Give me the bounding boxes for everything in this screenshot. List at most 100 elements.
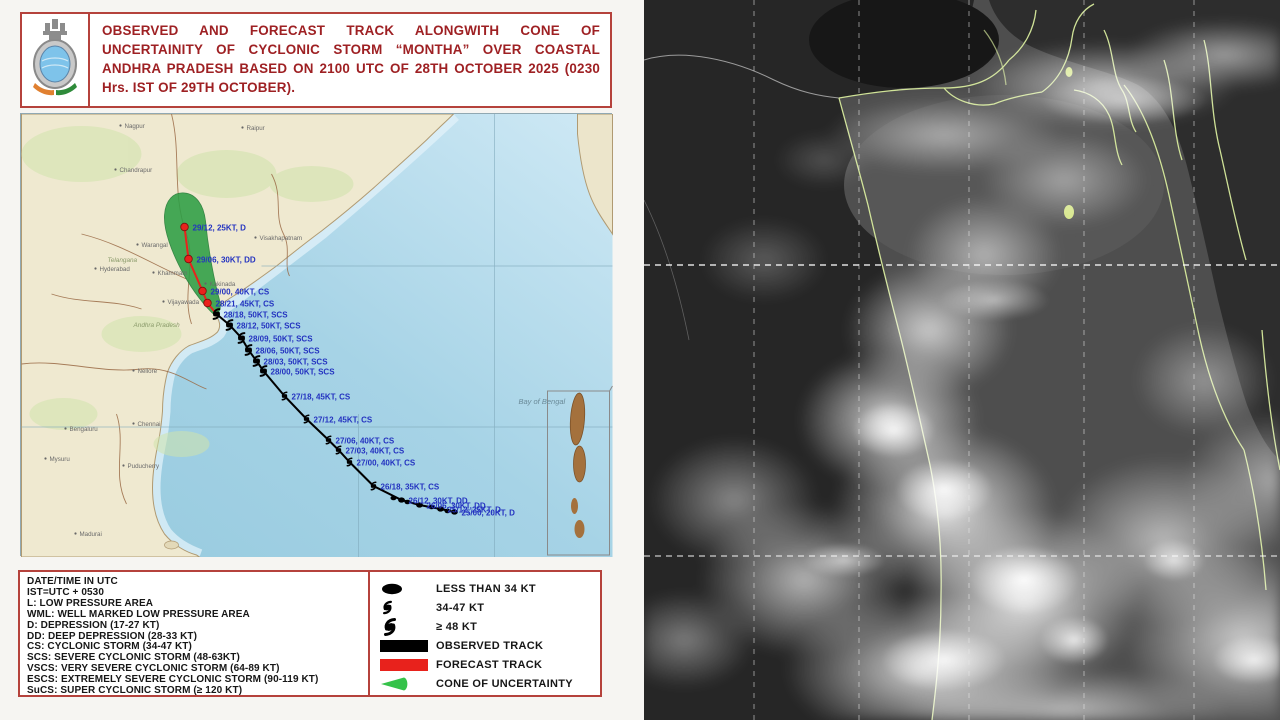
track-label: 29/00, 40KT, CS	[211, 288, 270, 297]
legend-definition: D: DEPRESSION (17-27 KT)	[27, 619, 160, 631]
city-label: Vijayawada	[168, 299, 200, 306]
legend-definition: IST=UTC + 0530	[27, 586, 104, 598]
city-label: Nagpur	[125, 123, 145, 130]
observed-point	[416, 502, 423, 508]
forecast-point	[203, 298, 212, 308]
legend-symbol-row: FORECAST TRACK	[380, 655, 594, 674]
observed-point	[444, 508, 451, 514]
track-label: 25/12, 25KT, D	[448, 506, 502, 515]
city-label: Bengaluru	[70, 426, 99, 433]
track-label: 27/00, 40KT, CS	[357, 459, 416, 468]
forecast-point	[180, 222, 189, 232]
track-label: 27/18, 45KT, CS	[292, 393, 351, 402]
city-label: Puducherry	[128, 463, 161, 470]
cloud-layer-bright	[644, 0, 1280, 720]
track-label: 27/06, 40KT, CS	[336, 437, 395, 446]
legend-symbol-label: OBSERVED TRACK	[436, 639, 544, 652]
city-label: Mysuru	[50, 456, 71, 463]
track-label: 28/09, 50KT, SCS	[249, 335, 314, 344]
observed-point	[398, 497, 405, 503]
track-label: 26/12, 30KT, DD	[409, 497, 468, 506]
track-label: 28/00, 50KT, SCS	[271, 368, 336, 377]
track-label: 26/18, 35KT, CS	[381, 483, 440, 492]
bulletin-title: OBSERVED AND FORECAST TRACK ALONGWITH CO…	[102, 23, 600, 95]
legend-box: DATE/TIME IN UTC IST=UTC + 0530 L: LOW PRE…	[18, 570, 602, 697]
imd-emblem-icon	[33, 19, 77, 96]
track-label: 26/06, 30KT, DD	[427, 502, 486, 511]
legend-symbol-row: 34-47 KT	[380, 598, 594, 617]
legend-symbol-row: OBSERVED TRACK	[380, 636, 594, 655]
legend-definition: CS: CYCLONIC STORM (34-47 KT)	[27, 641, 192, 653]
legend-definition: DD: DEEP DEPRESSION (28-33 KT)	[27, 630, 198, 642]
satellite-image	[644, 0, 1280, 720]
region-label: Telangana	[108, 257, 138, 264]
city-label: Khammam	[158, 270, 188, 277]
satellite-grid	[644, 0, 1280, 720]
track-labels: 28/18, 50KT, SCS 28/12, 50KT, SCS 28/09, 5…	[193, 224, 516, 518]
observed-point	[451, 509, 458, 515]
track-label: 28/03, 50KT, SCS	[264, 358, 329, 367]
track-label: 28/18, 50KT, SCS	[224, 311, 289, 320]
city-label: Warangal	[142, 242, 168, 249]
track-markers	[180, 222, 458, 515]
title-box: OBSERVED AND FORECAST TRACK ALONGWITH CO…	[20, 12, 612, 108]
myanmar-coast	[577, 113, 613, 236]
observed-point	[390, 495, 397, 501]
city-label: Raipur	[247, 125, 265, 132]
legend-symbol-row: CONE OF UNCERTAINTY	[380, 674, 594, 693]
legend-definition: ESCS: EXTREMELY SEVERE CYCLONIC STORM (9…	[27, 674, 319, 686]
track-label: 25/00, 20KT, D	[462, 509, 516, 518]
track-label: 29/12, 25KT, D	[193, 224, 247, 233]
terrain-tints	[21, 126, 354, 457]
imd-logo	[22, 14, 90, 106]
legend-symbol-row: ≥ 48 KT	[380, 617, 594, 636]
track-label: 27/03, 40KT, CS	[346, 447, 405, 456]
legend-definition: WML: WELL MARKED LOW PRESSURE AREA	[27, 608, 250, 620]
city-label: Nellore	[138, 368, 158, 375]
andaman-inset	[547, 385, 613, 556]
map-grid	[21, 114, 613, 557]
legend-symbol-label: LESS THAN 34 KT	[436, 582, 536, 595]
city-label: Chennai	[138, 421, 161, 428]
india-landmass	[21, 113, 455, 558]
state-borders	[21, 113, 290, 505]
legend-definitions: DATE/TIME IN UTC IST=UTC + 0530 L: LOW PRE…	[20, 572, 370, 697]
cyclone-large-icon	[380, 617, 436, 637]
track-panel: OBSERVED AND FORECAST TRACK ALONGWITH CO…	[18, 12, 613, 697]
cyclone-small-icon	[380, 600, 436, 615]
forecast-point	[198, 286, 207, 296]
observed-point	[404, 499, 411, 505]
track-label: 28/06, 50KT, SCS	[256, 347, 321, 356]
cone-icon	[380, 676, 436, 692]
sea-label: Bay of Bengal	[519, 397, 566, 406]
forecast-point	[184, 254, 193, 264]
observed-bar-icon	[380, 639, 436, 652]
city-labels: Nagpur Raipur Chandrapur Warangal Hyderabad K…	[44, 123, 302, 538]
region-label: Andhra Pradesh	[133, 322, 181, 329]
city-label: Kakinada	[210, 281, 236, 288]
track-label: 29/06, 30KT, DD	[197, 256, 256, 265]
legend-definition: SuCS: SUPER CYCLONIC STORM (≥ 120 KT)	[27, 685, 243, 697]
track-label: 28/21, 45KT, CS	[216, 300, 275, 309]
city-label: Visakhapatnam	[260, 235, 303, 242]
legend-symbol-label: ≥ 48 KT	[436, 620, 478, 633]
forecast-bar-icon	[380, 658, 436, 671]
legend-definition: SCS: SEVERE CYCLONIC STORM (48-63KT)	[27, 652, 240, 664]
track-map: 28/18, 50KT, SCS 28/12, 50KT, SCS 28/09, 5…	[20, 108, 613, 565]
legend-symbols: LESS THAN 34 KT 34-47 KT ≥ 48 KT OBSERVED T…	[370, 572, 600, 695]
cone-of-uncertainty	[164, 192, 221, 316]
city-label: Hyderabad	[100, 266, 131, 273]
observed-point	[437, 506, 444, 512]
city-label: Madurai	[80, 531, 102, 538]
track-map-svg: 28/18, 50KT, SCS 28/12, 50KT, SCS 28/09, 5…	[21, 108, 613, 565]
legend-symbol-label: 34-47 KT	[436, 601, 485, 614]
legend-symbol-label: FORECAST TRACK	[436, 658, 543, 671]
city-label: Chandrapur	[120, 167, 153, 174]
track-label: 27/12, 45KT, CS	[314, 416, 373, 425]
legend-symbol-row: LESS THAN 34 KT	[380, 579, 594, 598]
legend-symbol-label: CONE OF UNCERTAINTY	[436, 677, 573, 690]
legend-definition: VSCS: VERY SEVERE CYCLONIC STORM (64-89 …	[27, 663, 280, 675]
legend-definition: L: LOW PRESSURE AREA	[27, 597, 154, 609]
track-label: 28/12, 50KT, SCS	[237, 322, 302, 331]
